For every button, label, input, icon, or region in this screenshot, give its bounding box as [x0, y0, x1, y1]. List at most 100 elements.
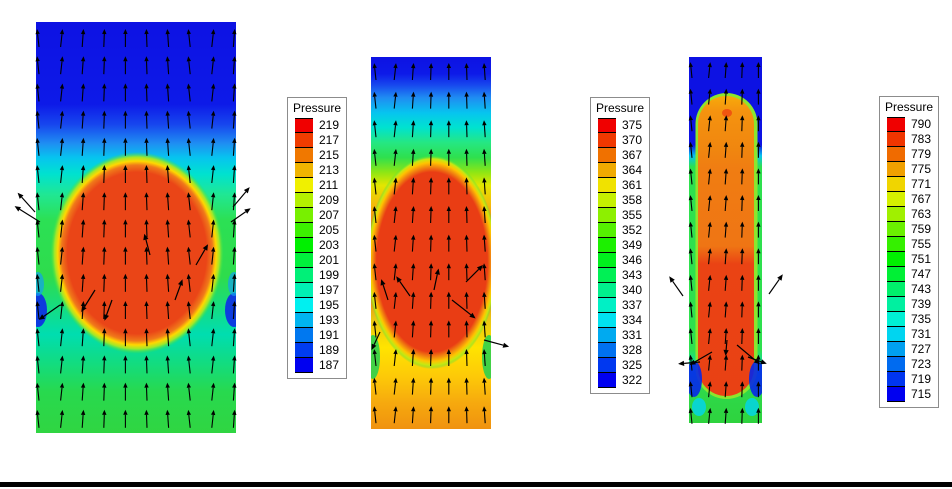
legend-row: 355 [591, 208, 649, 223]
vector-arrows [371, 63, 510, 424]
legend-value: 207 [319, 208, 340, 222]
legend-swatch [887, 282, 905, 297]
legend-swatch [887, 207, 905, 222]
legend-swatch [887, 312, 905, 327]
legend-row: 331 [591, 328, 649, 343]
legend-value: 771 [911, 177, 932, 191]
legend-value: 751 [911, 252, 932, 266]
legend-value: 743 [911, 282, 932, 296]
legend-value: 790 [911, 117, 932, 131]
legend-value: 719 [911, 372, 932, 386]
legend-row: 370 [591, 133, 649, 148]
legend-value: 775 [911, 162, 932, 176]
legend-row: 719 [880, 372, 938, 387]
legend-value: 340 [622, 283, 643, 297]
legend-row: 731 [880, 327, 938, 342]
legend-row: 199 [288, 268, 346, 283]
legend-swatch [295, 148, 313, 163]
legend-row: 367 [591, 148, 649, 163]
legend-swatch [887, 117, 905, 132]
pressure-legend: Pressure 790 783 779 775 771 767 763 759 755 751 7… [879, 96, 939, 408]
legend-row: 207 [288, 208, 346, 223]
legend-value: 352 [622, 223, 643, 237]
legend-value: 328 [622, 343, 643, 357]
legend-value: 731 [911, 327, 932, 341]
vector-arrows [669, 62, 783, 424]
legend-swatch [295, 313, 313, 328]
legend-swatch [598, 283, 616, 298]
vector-arrows [14, 29, 251, 428]
legend-row: 349 [591, 238, 649, 253]
legend-value: 337 [622, 298, 643, 312]
legend-row: 340 [591, 283, 649, 298]
legend-value: 203 [319, 238, 340, 252]
legend-row: 790 [880, 117, 938, 132]
legend-row: 759 [880, 222, 938, 237]
legend-swatch [598, 343, 616, 358]
legend-value: 735 [911, 312, 932, 326]
legend-swatch [887, 342, 905, 357]
legend-row: 211 [288, 178, 346, 193]
legend-swatch [295, 343, 313, 358]
legend-value: 358 [622, 193, 643, 207]
legend-swatch [295, 328, 313, 343]
legend-value: 361 [622, 178, 643, 192]
legend-value: 205 [319, 223, 340, 237]
legend-value: 217 [319, 133, 340, 147]
legend-swatch [295, 223, 313, 238]
legend-row: 337 [591, 298, 649, 313]
legend-value: 199 [319, 268, 340, 282]
legend-swatch [295, 133, 313, 148]
legend-row: 187 [288, 358, 346, 373]
legend-swatch [598, 313, 616, 328]
legend-value: 197 [319, 283, 340, 297]
legend-swatch [887, 162, 905, 177]
legend-value: 367 [622, 148, 643, 162]
legend-rows: 219 217 215 213 211 209 207 205 203 201 199 197 195 1… [288, 118, 346, 373]
legend-row: 213 [288, 163, 346, 178]
legend-row: 755 [880, 237, 938, 252]
legend-swatch [295, 208, 313, 223]
legend-row: 322 [591, 373, 649, 388]
legend-value: 727 [911, 342, 932, 356]
legend-row: 771 [880, 177, 938, 192]
legend-row: 191 [288, 328, 346, 343]
legend-value: 370 [622, 133, 643, 147]
legend-swatch [598, 118, 616, 133]
legend-swatch [887, 252, 905, 267]
legend-row: 195 [288, 298, 346, 313]
contour-plot [14, 22, 251, 433]
legend-value: 375 [622, 118, 643, 132]
legend-swatch [598, 133, 616, 148]
legend-value: 739 [911, 297, 932, 311]
legend-swatch [887, 297, 905, 312]
legend-row: 747 [880, 267, 938, 282]
legend-row: 325 [591, 358, 649, 373]
legend-title: Pressure [884, 100, 934, 114]
legend-value: 193 [319, 313, 340, 327]
legend-value: 201 [319, 253, 340, 267]
legend-swatch [295, 163, 313, 178]
legend-swatch [598, 358, 616, 373]
legend-value: 322 [622, 373, 643, 387]
legend-swatch [295, 283, 313, 298]
legend-swatch [887, 192, 905, 207]
legend-value: 219 [319, 118, 340, 132]
legend-value: 343 [622, 268, 643, 282]
legend-row: 209 [288, 193, 346, 208]
legend-swatch [295, 193, 313, 208]
legend-value: 191 [319, 328, 340, 342]
contour-plot [669, 57, 783, 424]
legend-swatch [598, 178, 616, 193]
legend-row: 193 [288, 313, 346, 328]
legend-rows: 790 783 779 775 771 767 763 759 755 751 747 743 739 7… [880, 117, 938, 402]
legend-row: 763 [880, 207, 938, 222]
legend-swatch [598, 328, 616, 343]
legend-swatch [295, 118, 313, 133]
legend-row: 201 [288, 253, 346, 268]
legend-swatch [295, 298, 313, 313]
legend-swatch [598, 148, 616, 163]
legend-value: 715 [911, 387, 932, 401]
legend-swatch [887, 147, 905, 162]
legend-swatch [295, 253, 313, 268]
